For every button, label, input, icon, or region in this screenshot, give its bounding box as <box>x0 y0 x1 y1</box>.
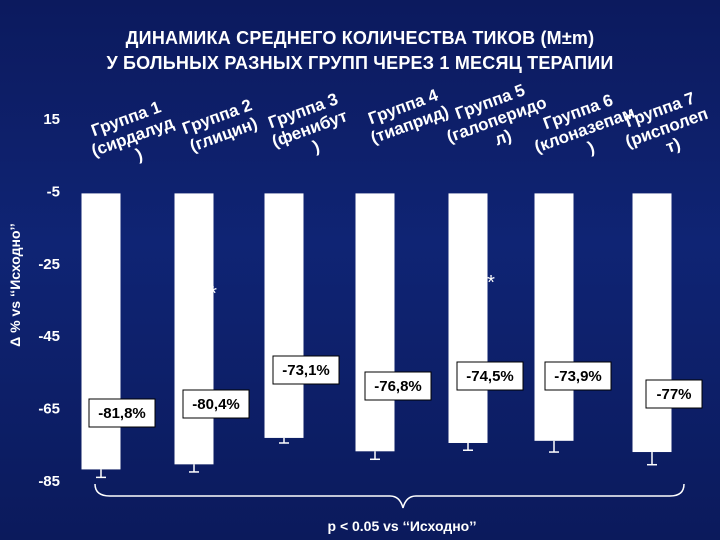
bar <box>632 193 672 453</box>
value-label: -77% <box>656 386 691 403</box>
value-label-box <box>272 355 340 385</box>
value-label: -80,4% <box>192 396 240 413</box>
value-label-box <box>645 379 703 409</box>
bar <box>448 193 488 443</box>
y-axis-label: Δ % vs ‘‘Исходно’’ <box>7 223 23 347</box>
significance-star: * <box>487 272 495 294</box>
group-label: т) <box>663 134 683 157</box>
value-label-box <box>544 361 612 391</box>
group-label: ) <box>310 137 322 157</box>
value-label-box <box>88 398 156 428</box>
bottom-brace <box>94 483 685 509</box>
value-label: -73,1% <box>282 362 330 379</box>
bar <box>81 193 121 470</box>
y-tick-label: 15 <box>43 111 60 128</box>
value-label: -74,5% <box>466 368 514 385</box>
bar <box>355 193 395 452</box>
value-label-box <box>364 371 432 401</box>
value-label: -81,8% <box>98 405 146 422</box>
value-label-box <box>182 389 250 419</box>
group-label: ) <box>133 145 145 165</box>
y-tick-label: -65 <box>38 401 60 418</box>
value-label: -76,8% <box>374 378 422 395</box>
footnote: p < 0.05 vs ‘‘Исходно’’ <box>328 518 477 534</box>
group-label: л) <box>492 126 514 149</box>
bar <box>174 193 214 465</box>
y-tick-label: -85 <box>38 473 60 490</box>
significance-star: * <box>209 283 217 305</box>
group-label: ) <box>585 138 597 158</box>
bar <box>534 193 574 441</box>
y-tick-label: -25 <box>38 256 60 273</box>
value-label: -73,9% <box>554 368 602 385</box>
chart-title: ДИНАМИКА СРЕДНЕГО КОЛИЧЕСТВА ТИКОВ (M±m)… <box>0 26 720 76</box>
y-tick-label: -45 <box>38 328 60 345</box>
bar <box>264 193 304 438</box>
title-line-2: У БОЛЬНЫХ РАЗНЫХ ГРУПП ЧЕРЕЗ 1 МЕСЯЦ ТЕР… <box>106 53 614 73</box>
value-label-box <box>456 361 524 391</box>
title-line-1: ДИНАМИКА СРЕДНЕГО КОЛИЧЕСТВА ТИКОВ (M±m) <box>125 28 595 48</box>
y-tick-label: -5 <box>47 183 60 200</box>
